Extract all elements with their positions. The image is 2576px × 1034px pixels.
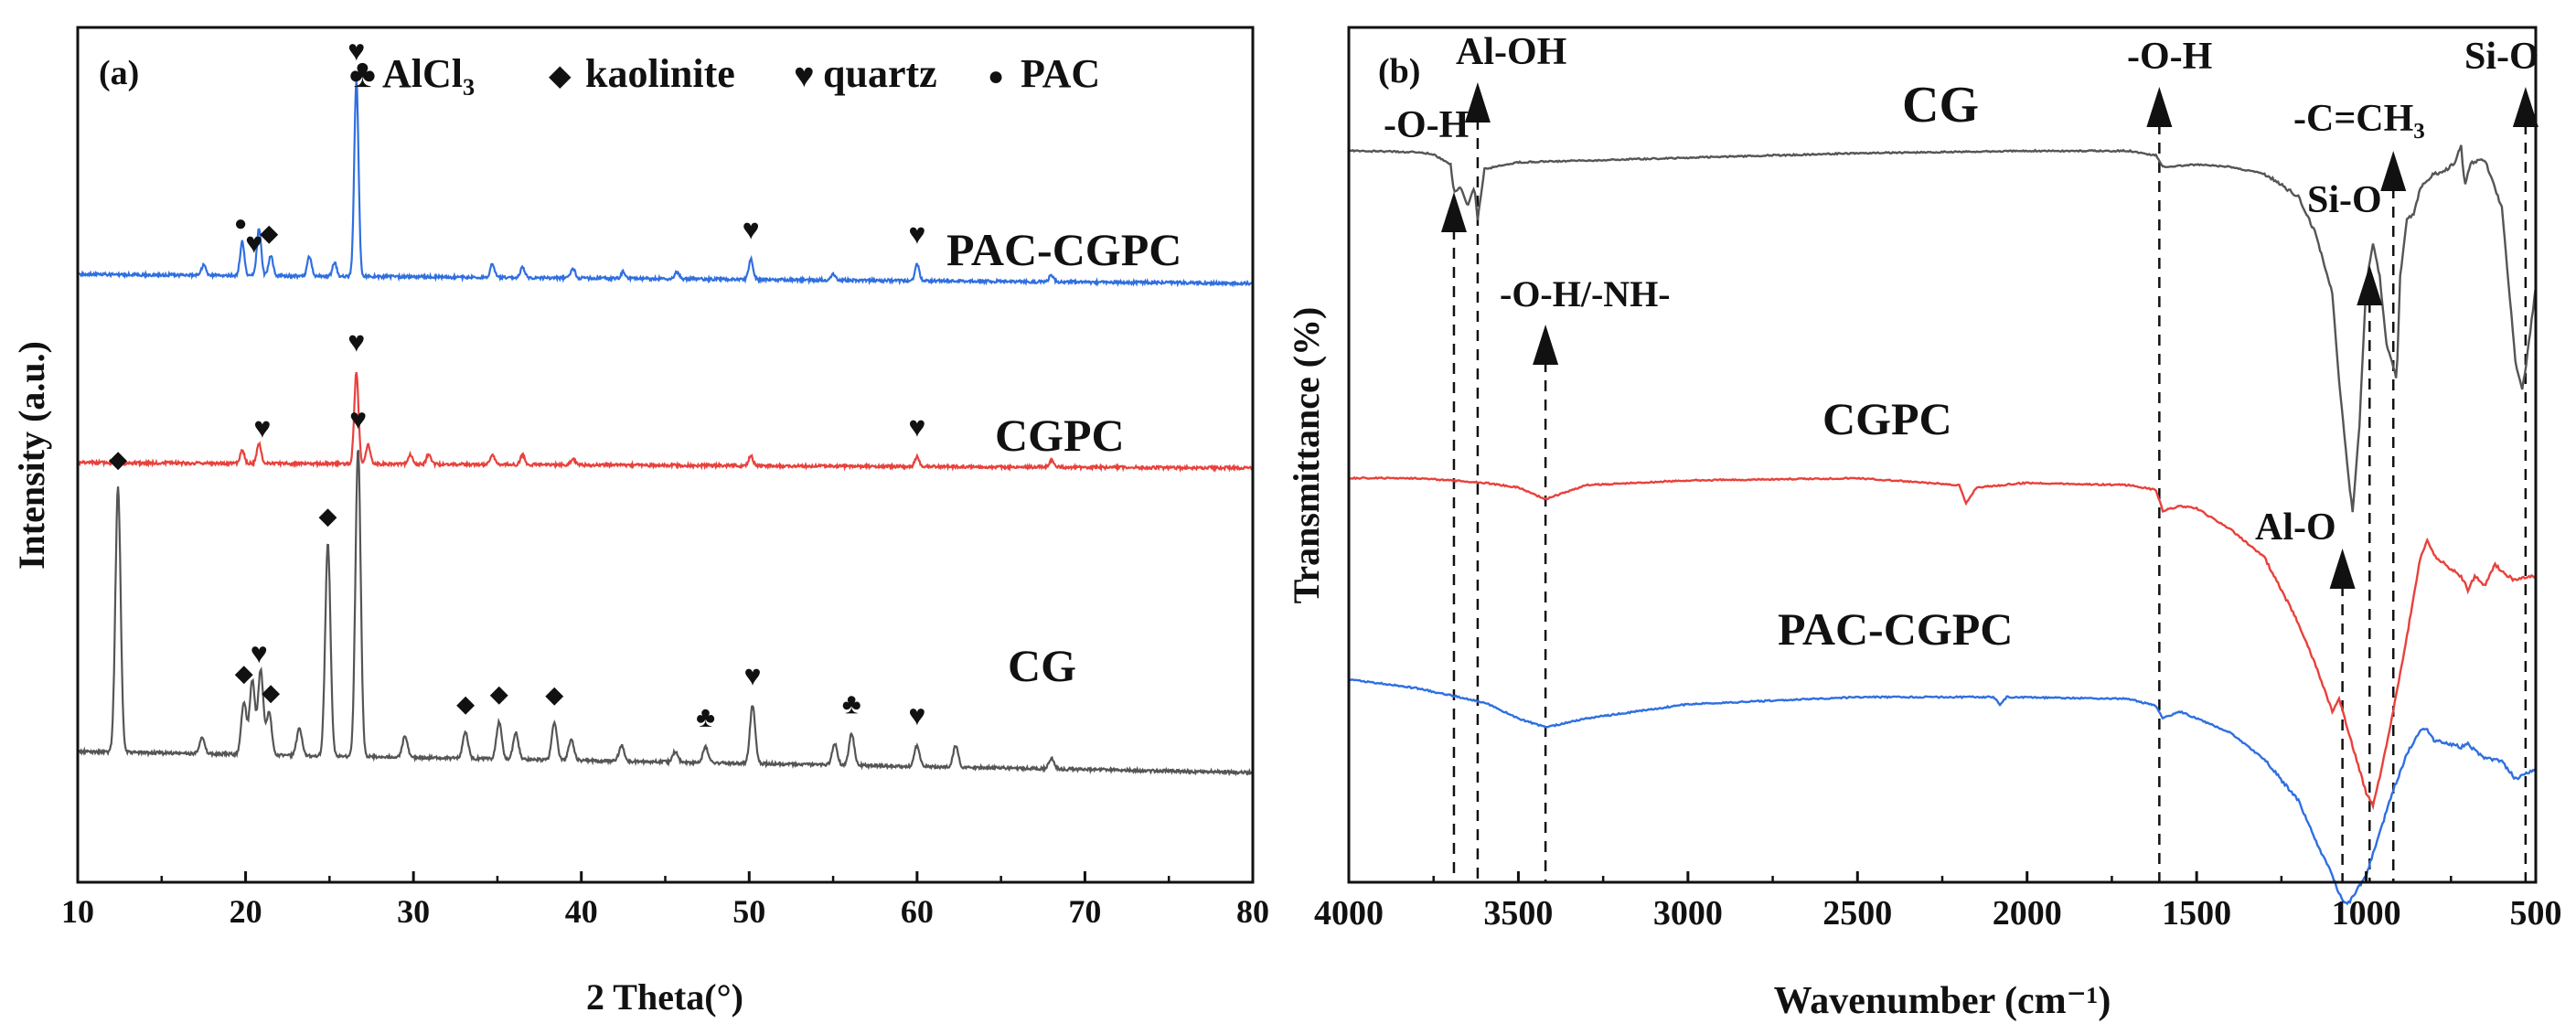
xrd-line-pac-cgpc bbox=[77, 80, 1254, 288]
ftir-x-tick-label: 500 bbox=[2510, 894, 2562, 933]
band-arrow-icon bbox=[2380, 151, 2407, 191]
legend-kaolinite-label: kaolinite bbox=[585, 51, 735, 96]
legend-quartz-icon: ♥ bbox=[794, 57, 815, 95]
xrd-peak-marker-icon: ♣ bbox=[842, 687, 861, 720]
xrd-peak-marker-icon: ◆ bbox=[545, 682, 563, 709]
band-arrow-icon bbox=[1464, 82, 1491, 123]
xrd-peak-marker-icon: ♥ bbox=[349, 402, 367, 435]
xrd-x-axis-title: 2 Theta(°) bbox=[586, 976, 743, 1018]
ftir-panel: 4000 3500 3000 2500 2000 1500 1000 500 (b) CG C… bbox=[1286, 26, 2562, 1022]
band-label-ohnh-3420: -O-H/-NH- bbox=[1500, 273, 1671, 314]
ftir-x-tick-label: 3500 bbox=[1483, 894, 1553, 933]
ftir-band-arrows bbox=[1440, 82, 2539, 589]
xrd-peak-marker-icon: ◆ bbox=[456, 691, 475, 718]
band-arrow-icon bbox=[2146, 87, 2173, 127]
xrd-peak-marker-icon: ◆ bbox=[109, 446, 127, 473]
ftir-panel-label: (b) bbox=[1378, 52, 1420, 91]
xrd-x-tick-label: 80 bbox=[1236, 893, 1269, 930]
band-arrow-icon bbox=[2329, 549, 2356, 589]
xrd-peak-marker-icon: ◆ bbox=[490, 681, 508, 708]
ftir-x-ticks: 4000 3500 3000 2500 2000 1500 1000 500 bbox=[1314, 871, 2562, 933]
legend-quartz-label: quartz bbox=[823, 51, 937, 96]
xrd-peak-marker-icon: ♥ bbox=[245, 226, 262, 259]
band-arrow-icon bbox=[2357, 265, 2383, 305]
ftir-line-cg bbox=[1348, 144, 2538, 513]
xrd-series-label-cgpc: CGPC bbox=[995, 410, 1125, 461]
ftir-series-label-cgpc: CGPC bbox=[1822, 393, 1952, 444]
xrd-panel: ●♥◆♥♥ ♥♥♥♥◆◆♥◆◆♥◆ ◆ ◆♣♥♣ ♥ 10 20 30 40 50 60 70 80 … bbox=[11, 26, 1269, 1018]
legend-pac-label: PAC bbox=[1021, 51, 1100, 96]
xrd-x-tick-label: 60 bbox=[901, 893, 934, 930]
ftir-line-cgpc bbox=[1348, 475, 2537, 811]
ftir-x-tick-label: 2000 bbox=[1993, 894, 2062, 933]
xrd-x-ticks: 10 20 30 40 50 60 70 80 bbox=[61, 871, 1269, 930]
band-label-sio-530: Si-O bbox=[2464, 36, 2539, 78]
xrd-peak-annotations: ●♥◆♥♥ ♥♥♥♥◆◆♥◆◆♥◆ ◆ ◆♣♥♣ ♥ bbox=[109, 34, 925, 733]
xrd-peak-marker-icon: ♣ bbox=[696, 700, 715, 733]
xrd-peak-marker-icon: ♥ bbox=[347, 325, 365, 358]
ftir-series-label-cg: CG bbox=[1902, 77, 1979, 133]
legend-alcl3-icon: ♣ bbox=[349, 51, 376, 96]
band-label-alo-1070: Al-O bbox=[2255, 506, 2336, 549]
xrd-peak-marker-icon: ◆ bbox=[319, 503, 337, 529]
xrd-peak-marker-icon: ● bbox=[234, 212, 248, 236]
ftir-x-tick-label: 1500 bbox=[2162, 894, 2231, 933]
ftir-x-axis-title: Wavenumber (cm⁻¹) bbox=[1774, 980, 2111, 1022]
xrd-peak-marker-icon: ♥ bbox=[743, 213, 760, 246]
band-label-cch3-920: -C=CH₃ bbox=[2293, 98, 2425, 140]
xrd-x-tick-label: 20 bbox=[230, 893, 262, 930]
xrd-peak-marker-icon: ◆ bbox=[260, 219, 278, 246]
ftir-line-pac-cgpc bbox=[1348, 677, 2538, 906]
xrd-peak-marker-icon: ♥ bbox=[251, 636, 268, 669]
band-arrow-icon bbox=[2512, 87, 2539, 127]
xrd-peak-marker-icon: ♥ bbox=[908, 410, 925, 443]
xrd-x-tick-label: 10 bbox=[61, 893, 94, 930]
ftir-x-tick-label: 3000 bbox=[1653, 894, 1723, 933]
xrd-x-tick-label: 30 bbox=[397, 893, 430, 930]
xrd-peak-marker-icon: ♥ bbox=[908, 218, 925, 251]
xrd-line-cgpc bbox=[76, 372, 1254, 474]
xrd-y-axis-title: Intensity (a.u.) bbox=[11, 341, 52, 570]
ftir-x-tick-label: 1000 bbox=[2332, 894, 2401, 933]
ftir-dashed-guides bbox=[1452, 119, 2528, 882]
ftir-y-axis-title: Transmittance (%) bbox=[1286, 307, 1327, 604]
xrd-x-tick-label: 70 bbox=[1068, 893, 1101, 930]
xrd-peak-marker-icon: ◆ bbox=[235, 660, 253, 687]
band-arrow-icon bbox=[1533, 325, 1559, 365]
xrd-legend: ♣ AlCl₃ ◆ kaolinite ♥ quartz ● PAC bbox=[349, 51, 1100, 96]
xrd-peak-marker-icon: ♥ bbox=[908, 698, 925, 731]
band-label-sio-990: Si-O bbox=[2307, 179, 2382, 221]
xrd-peak-marker-icon: ♥ bbox=[253, 411, 271, 444]
xrd-series-group bbox=[76, 80, 1254, 777]
legend-alcl3-label: AlCl₃ bbox=[382, 51, 475, 96]
band-label-aloh-3620: Al-OH bbox=[1456, 31, 1566, 73]
xrd-series-label-cg: CG bbox=[1008, 640, 1076, 691]
legend-pac-icon: ● bbox=[988, 61, 1004, 91]
xrd-line-cg bbox=[77, 450, 1254, 777]
ftir-series-group bbox=[1348, 144, 2538, 906]
ftir-x-tick-label: 2500 bbox=[1822, 894, 1892, 933]
band-label-oh-3690: -O-H bbox=[1384, 104, 1469, 146]
xrd-x-tick-label: 40 bbox=[565, 893, 598, 930]
legend-kaolinite-icon: ◆ bbox=[549, 59, 572, 91]
xrd-peak-marker-icon: ◆ bbox=[262, 679, 280, 706]
xrd-series-label-pac-cgpc: PAC-CGPC bbox=[946, 224, 1181, 275]
band-arrow-icon bbox=[1440, 192, 1467, 232]
xrd-panel-label: (a) bbox=[99, 54, 139, 92]
xrd-peak-marker-icon: ♥ bbox=[744, 658, 762, 691]
xrd-x-tick-label: 50 bbox=[732, 893, 765, 930]
xrd-peak-marker-icon: ♥ bbox=[347, 34, 365, 67]
ftir-x-tick-label: 4000 bbox=[1314, 894, 1384, 933]
ftir-series-label-pac-cgpc: PAC-CGPC bbox=[1778, 603, 2013, 655]
band-label-oh-1610: -O-H bbox=[2127, 36, 2212, 78]
